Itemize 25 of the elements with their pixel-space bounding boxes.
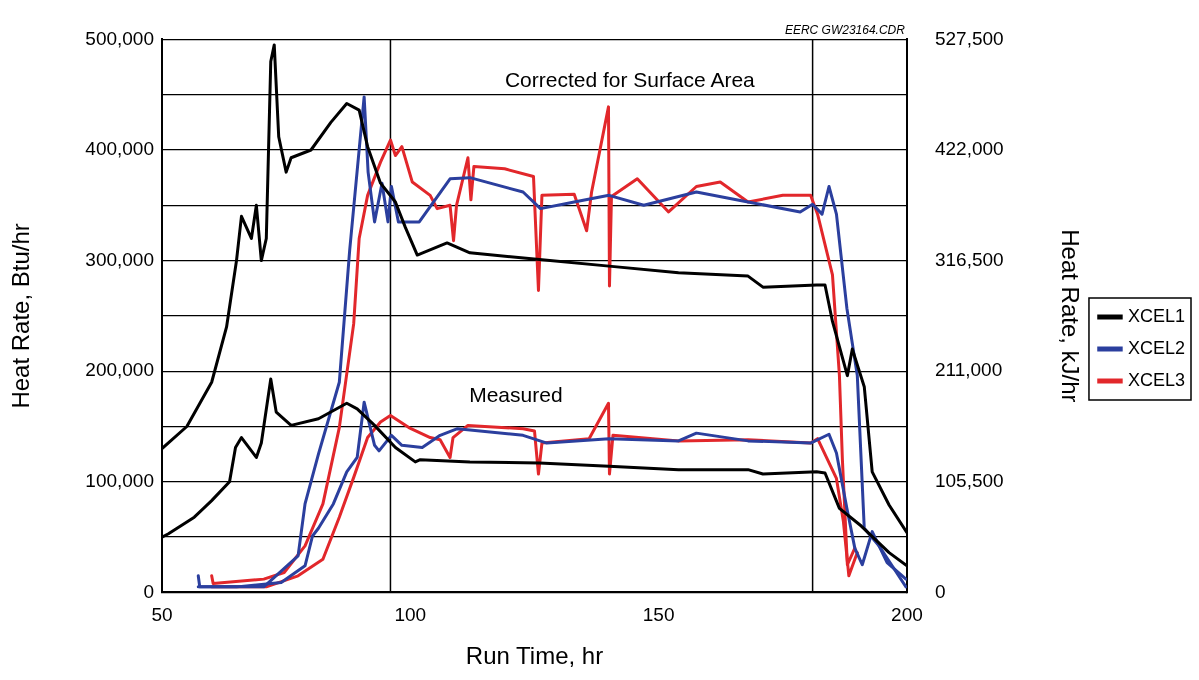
annotation: Corrected for Surface Area (504, 67, 756, 91)
y-tick-label: 400,000 (85, 138, 154, 160)
y-tick-label: 0 (143, 580, 154, 602)
text: EERC GW23164.CDR (784, 22, 906, 37)
legend-label: XCEL2 (1127, 337, 1186, 358)
y-axis-title: Heat Rate, Btu/hr (7, 223, 35, 409)
x-tick-label: 50 (151, 604, 173, 626)
legend-label: XCEL1 (1127, 305, 1186, 326)
y-tick-label: 500,000 (85, 27, 154, 49)
x-tick-label: 200 (891, 604, 923, 626)
y-tick-label: 200,000 (85, 359, 154, 381)
y-tick-label: 300,000 (85, 248, 154, 270)
y2-tick-label: 422,000 (934, 138, 1004, 160)
y2-tick-label: 105,500 (934, 470, 1004, 492)
y-tick-label: 100,000 (85, 470, 154, 492)
x-axis-title: Run Time, hr (465, 642, 604, 670)
y2-tick-label: 316,500 (934, 248, 1004, 270)
x-tick-label: 150 (642, 604, 675, 626)
y2-tick-label: 527,500 (934, 27, 1004, 49)
x-tick-label: 100 (394, 604, 427, 626)
annotation: Measured (469, 382, 563, 406)
y2-tick-label: 0 (934, 580, 946, 602)
y2-axis-title: Heat Rate, kJ/hr (1056, 229, 1084, 403)
y2-tick-label: 211,000 (934, 359, 1003, 381)
legend-label: XCEL3 (1127, 369, 1186, 390)
